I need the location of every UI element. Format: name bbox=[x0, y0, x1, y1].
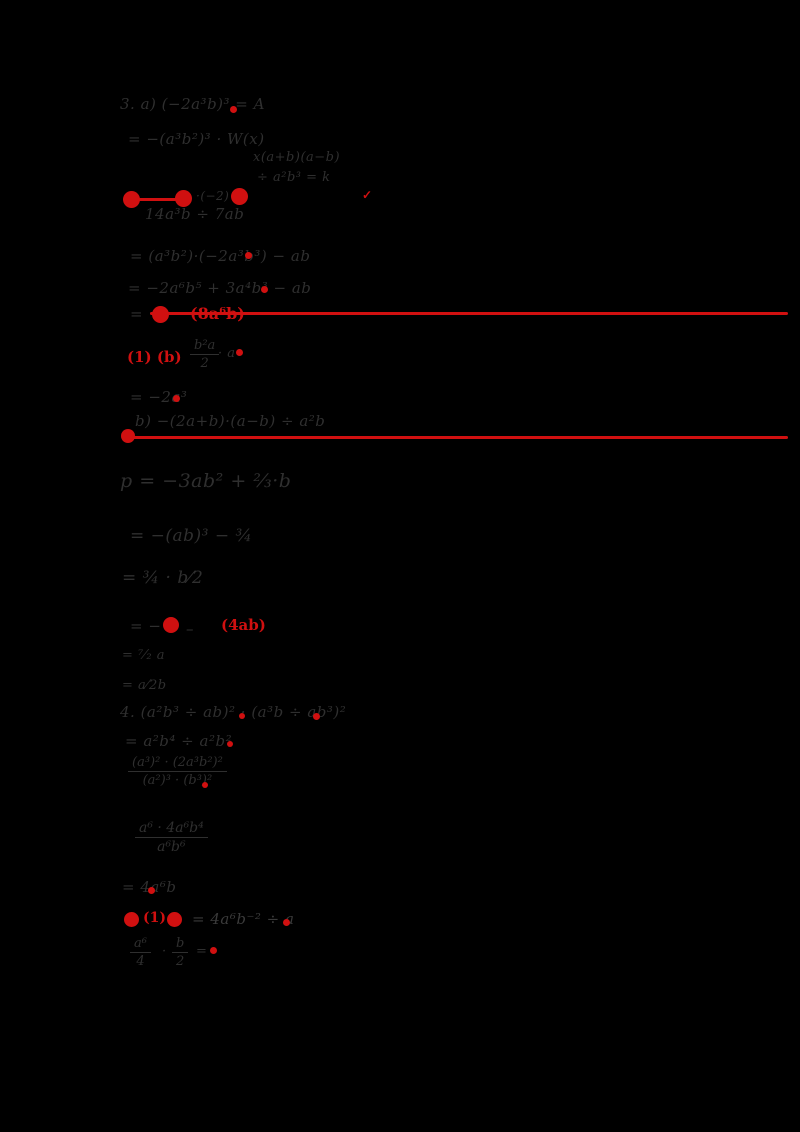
math-line: = −2a⁶b⁵ + 3a⁴b³ − ab bbox=[128, 279, 312, 297]
red-dot-mark bbox=[313, 713, 320, 720]
red-label: (1) (b) bbox=[127, 348, 182, 366]
math-line: 3. a) (−2a³b)³ = A bbox=[120, 95, 265, 113]
math-line: – bbox=[186, 620, 194, 638]
math-fraction: b 2 bbox=[172, 936, 189, 969]
math-fraction: b²a 2 bbox=[190, 338, 220, 371]
red-circle-mark bbox=[121, 429, 135, 443]
red-circle-mark bbox=[175, 190, 192, 207]
math-line: = 4a⁶b⁻² ÷ a bbox=[192, 910, 295, 928]
red-circle-mark bbox=[167, 912, 182, 927]
math-line: = bbox=[196, 944, 208, 959]
red-dot-mark bbox=[173, 395, 180, 402]
fraction-denominator: 2 bbox=[190, 354, 220, 371]
fraction-numerator: (a³)² · (2a³b²)² bbox=[132, 755, 223, 770]
math-line: b) −(2a+b)·(a−b) ÷ a²b bbox=[135, 412, 326, 430]
red-dot-mark bbox=[202, 782, 208, 788]
red-dot-mark bbox=[239, 713, 245, 719]
math-line: · bbox=[162, 944, 167, 959]
red-circle-mark bbox=[163, 617, 179, 633]
fraction-numerator: a⁶ bbox=[134, 936, 147, 951]
math-line: · a bbox=[218, 346, 236, 361]
math-line: 4. (a²b³ ÷ ab)² · (a³b ÷ ab³)² bbox=[120, 703, 347, 721]
red-correction-text: (4ab) bbox=[221, 616, 266, 634]
red-dot-mark bbox=[210, 947, 217, 954]
math-line: = − bbox=[130, 617, 162, 635]
red-dot-mark bbox=[261, 286, 268, 293]
fraction-denominator: a⁶b⁶ bbox=[135, 837, 208, 855]
math-line: = −(ab)³ − ¾ bbox=[130, 526, 253, 546]
math-line: = ⁷⁄₂ a bbox=[122, 648, 166, 663]
math-line: = −2a³ bbox=[130, 388, 188, 406]
math-line: ·(−2) bbox=[196, 189, 230, 203]
math-line: ÷ a²b³ = k bbox=[257, 170, 331, 185]
red-stroke bbox=[138, 198, 178, 201]
math-fraction: a⁶ · 4a⁶b⁴ a⁶b⁶ bbox=[135, 820, 208, 855]
red-strike-line bbox=[150, 312, 788, 315]
red-dot-mark bbox=[245, 252, 252, 259]
red-dot-mark bbox=[227, 741, 233, 747]
math-line: x(a+b)(a−b) bbox=[253, 150, 341, 165]
fraction-numerator: b²a bbox=[194, 338, 216, 353]
red-dot-mark bbox=[236, 349, 243, 356]
math-line: = bbox=[130, 305, 144, 323]
math-fraction: (a³)² · (2a³b²)² (a²)³ · (b³)² bbox=[128, 755, 227, 788]
fraction-denominator: (a²)³ · (b³)² bbox=[128, 771, 227, 788]
math-line: 14a³b ÷ 7ab bbox=[145, 205, 245, 223]
math-line: = ¾ · b⁄2 bbox=[122, 568, 204, 588]
red-circle-mark bbox=[231, 188, 248, 205]
math-line: = −(a³b²)³ · W(x) bbox=[128, 130, 265, 148]
fraction-numerator: b bbox=[176, 936, 185, 951]
math-line: p = −3ab² + ⅔·b bbox=[120, 470, 292, 492]
red-dot-mark bbox=[283, 919, 290, 926]
math-line: = (a³b²)·(−2a³b³) − ab bbox=[130, 247, 311, 265]
red-circle-mark bbox=[123, 191, 140, 208]
fraction-denominator: 2 bbox=[172, 952, 189, 969]
red-strike-line bbox=[132, 436, 788, 439]
math-line: = a²b⁴ ÷ a²b² bbox=[125, 732, 233, 750]
red-check-mark: ✓ bbox=[362, 188, 373, 202]
math-line: = a⁄2b bbox=[122, 678, 167, 693]
red-dot-mark bbox=[230, 106, 237, 113]
math-fraction: a⁶ 4 bbox=[130, 936, 151, 969]
red-dot-mark bbox=[148, 887, 155, 894]
fraction-numerator: a⁶ · 4a⁶b⁴ bbox=[139, 820, 204, 836]
red-grade-mark: (1) bbox=[143, 910, 166, 926]
fraction-denominator: 4 bbox=[130, 952, 151, 969]
red-circle-mark bbox=[124, 912, 139, 927]
